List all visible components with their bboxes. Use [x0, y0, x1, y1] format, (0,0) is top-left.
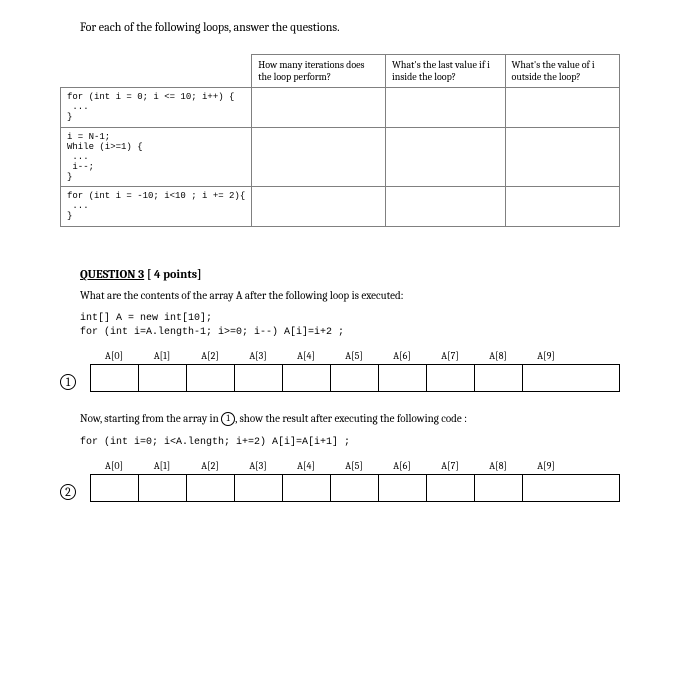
q3-code2: for (int i=0; i<A.length; i+=2) A[i]=A[i… [80, 436, 620, 450]
a1-l4: A[4] [282, 350, 330, 362]
a1-l6: A[6] [378, 350, 426, 362]
a2-c1 [139, 475, 187, 501]
a2-c5 [331, 475, 379, 501]
circle-1-icon: 1 [60, 374, 76, 390]
a1-c4 [283, 365, 331, 391]
a2-l0: A[0] [90, 460, 138, 472]
a2-c3 [235, 475, 283, 501]
row2-code: i = N-1; While (i>=1) { ... i--; } [61, 128, 252, 187]
header-blank [61, 55, 252, 88]
array1-container: A[0] A[1] A[2] A[3] A[4] A[5] A[6] A[7] … [60, 350, 620, 392]
header-col2: What's the last value if i inside the lo… [386, 55, 505, 88]
a2-c7 [427, 475, 475, 501]
row3-c1 [252, 187, 386, 227]
a1-l5: A[5] [330, 350, 378, 362]
a2-c2 [187, 475, 235, 501]
a1-c1 [139, 365, 187, 391]
a2-c4 [283, 475, 331, 501]
array2-boxes [90, 474, 620, 502]
row3-c2 [386, 187, 505, 227]
a1-c3 [235, 365, 283, 391]
loop-question-table: How many iterations does the loop perfor… [60, 54, 620, 227]
a2-l4: A[4] [282, 460, 330, 472]
a2-l1: A[1] [138, 460, 186, 472]
array2-labels: A[0] A[1] A[2] A[3] A[4] A[5] A[6] A[7] … [90, 460, 620, 472]
a1-l3: A[3] [234, 350, 282, 362]
a1-l9: A[9] [522, 350, 570, 362]
a1-c7 [427, 365, 475, 391]
a2-c6 [379, 475, 427, 501]
row1-c1 [252, 88, 386, 128]
q3-prompt: What are the contents of the array A aft… [80, 289, 620, 302]
array2-container: A[0] A[1] A[2] A[3] A[4] A[5] A[6] A[7] … [60, 460, 620, 502]
q3-prompt2: Now, starting from the array in 1, show … [80, 412, 620, 426]
a1-c6 [379, 365, 427, 391]
a2-l2: A[2] [186, 460, 234, 472]
q3-p2a: Now, starting from the array in [80, 412, 221, 425]
q3-p2b: , show the result after executing the fo… [235, 412, 467, 425]
row2-c3 [505, 128, 619, 187]
a1-l2: A[2] [186, 350, 234, 362]
a2-l6: A[6] [378, 460, 426, 472]
intro-text: For each of the following loops, answer … [80, 20, 620, 34]
row1-c2 [386, 88, 505, 128]
a2-l5: A[5] [330, 460, 378, 472]
a1-c8 [475, 365, 523, 391]
array1-boxes [90, 364, 620, 392]
header-col1: How many iterations does the loop perfor… [252, 55, 386, 88]
a1-l0: A[0] [90, 350, 138, 362]
row1-code: for (int i = 0; i <= 10; i++) { ... } [61, 88, 252, 128]
circle-2-icon: 2 [60, 484, 76, 500]
a1-c5 [331, 365, 379, 391]
a1-l7: A[7] [426, 350, 474, 362]
row1-c3 [505, 88, 619, 128]
a1-c2 [187, 365, 235, 391]
a1-c0 [91, 365, 139, 391]
header-col3: What's the value of i outside the loop? [505, 55, 619, 88]
q3-code1: int[] A = new int[10]; for (int i=A.leng… [80, 312, 620, 340]
a2-l7: A[7] [426, 460, 474, 472]
row3-code: for (int i = -10; i<10 ; i += 2){ ... } [61, 187, 252, 227]
row2-c2 [386, 128, 505, 187]
a2-c8 [475, 475, 523, 501]
row2-c1 [252, 128, 386, 187]
row3-c3 [505, 187, 619, 227]
a1-c9 [523, 365, 571, 391]
a1-l1: A[1] [138, 350, 186, 362]
q3-title-prefix: QUESTION 3 [80, 267, 144, 281]
a2-c9 [523, 475, 571, 501]
array1-labels: A[0] A[1] A[2] A[3] A[4] A[5] A[6] A[7] … [90, 350, 620, 362]
q3-title-suffix: [ 4 points] [144, 267, 201, 281]
a1-l8: A[8] [474, 350, 522, 362]
a2-l8: A[8] [474, 460, 522, 472]
a2-c0 [91, 475, 139, 501]
q3-title: QUESTION 3 [ 4 points] [80, 267, 620, 281]
a2-l3: A[3] [234, 460, 282, 472]
circle-1-inline-icon: 1 [221, 412, 235, 426]
a2-l9: A[9] [522, 460, 570, 472]
